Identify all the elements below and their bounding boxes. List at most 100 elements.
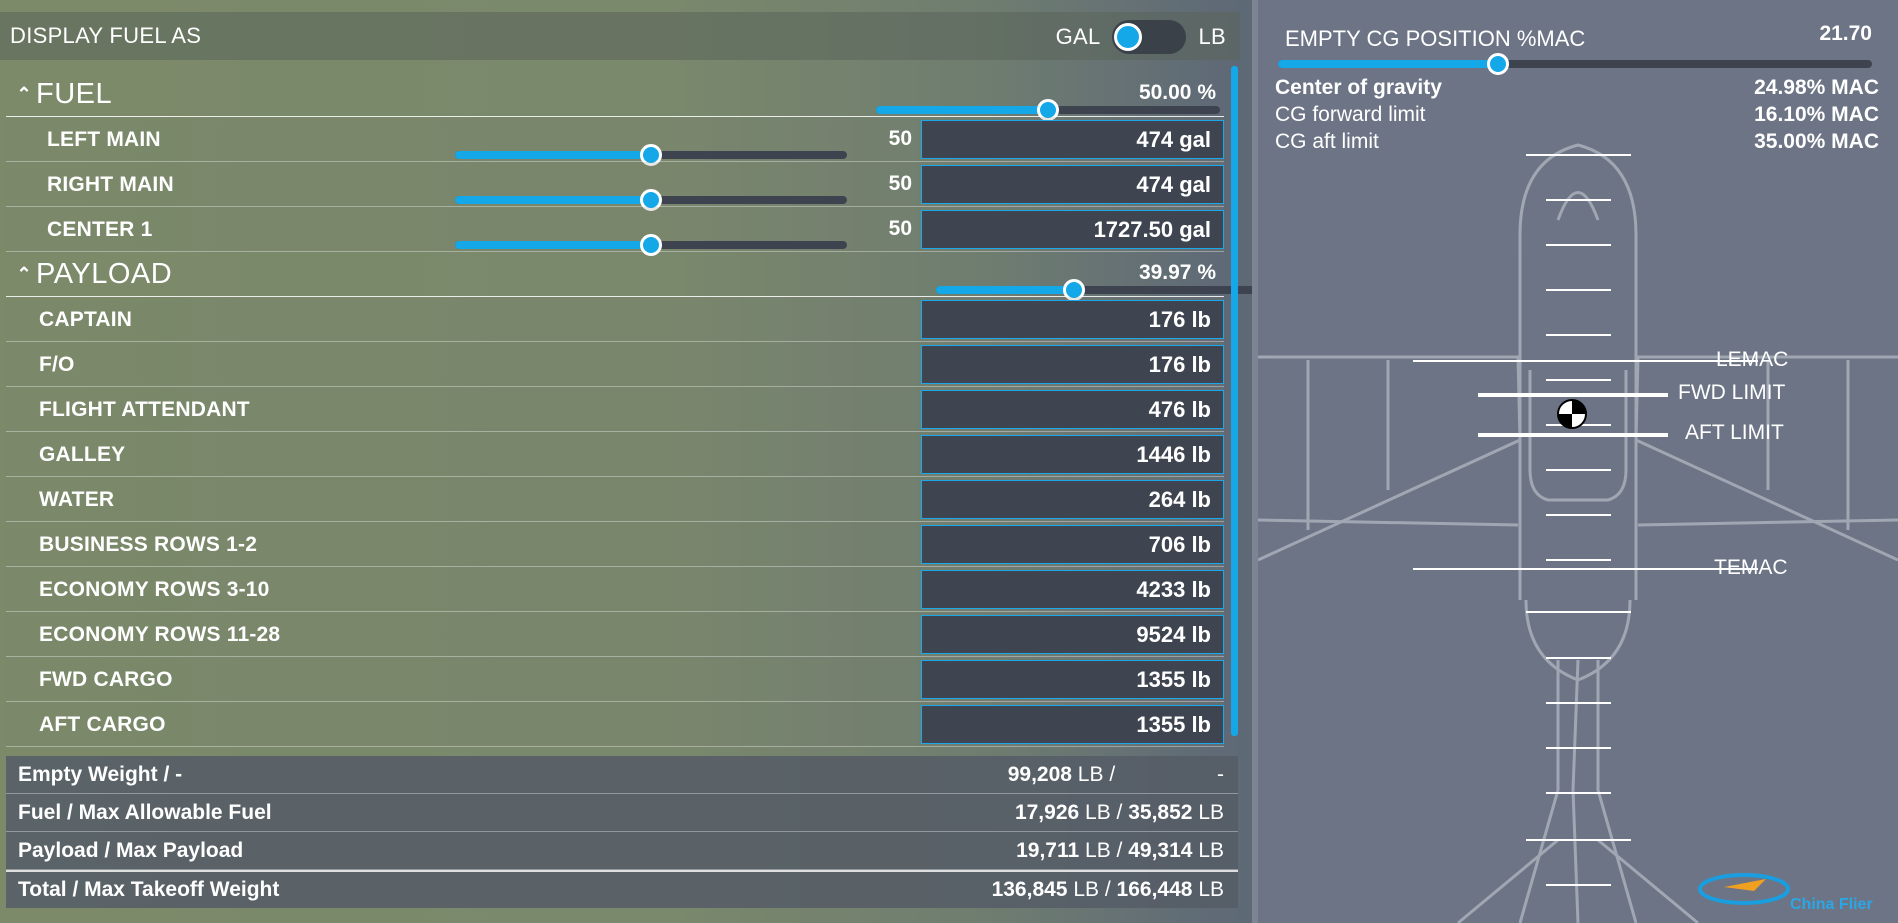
chevron-up-icon[interactable]: ⌃ bbox=[16, 83, 32, 104]
tank-label: CENTER 1 bbox=[47, 218, 153, 241]
summary-row-payload: Payload / Max Payload 19,711 LB / 49,314… bbox=[6, 832, 1238, 870]
payload-station-row: WATER 264 lb bbox=[6, 477, 1224, 522]
cg-value: 21.70 bbox=[1819, 22, 1872, 45]
station-weight-input[interactable]: 476 lb bbox=[921, 390, 1224, 429]
temac-label: TEMAC bbox=[1714, 556, 1788, 579]
payload-section-label: PAYLOAD bbox=[36, 257, 173, 290]
station-label: ECONOMY ROWS 11-28 bbox=[39, 623, 281, 646]
cg-row-label: CG forward limit bbox=[1275, 103, 1426, 126]
station-weight-input[interactable]: 9524 lb bbox=[921, 615, 1224, 654]
unit-gal-label: GAL bbox=[1055, 24, 1101, 49]
tank-quantity-input[interactable]: 1727.50 gal bbox=[921, 210, 1224, 249]
cg-row-aft: CG aft limit 35.00% MAC bbox=[1275, 130, 1879, 157]
unit-lb-label: LB bbox=[1198, 24, 1226, 49]
summary-label: Fuel / Max Allowable Fuel bbox=[18, 800, 272, 824]
cg-title: EMPTY CG POSITION %MAC bbox=[1285, 26, 1586, 51]
slider-thumb[interactable] bbox=[640, 189, 662, 211]
payload-station-row: ECONOMY ROWS 3-10 4233 lb bbox=[6, 567, 1224, 612]
aft-limit-label: AFT LIMIT bbox=[1685, 421, 1784, 444]
summary-value: 99,208 LB / - bbox=[1007, 762, 1224, 786]
empty-cg-slider[interactable] bbox=[1278, 53, 1872, 75]
station-weight-input[interactable]: 176 lb bbox=[921, 300, 1224, 339]
fuel-unit-toggle[interactable] bbox=[1112, 20, 1187, 54]
station-label: FWD CARGO bbox=[39, 668, 173, 691]
tank-slider[interactable] bbox=[455, 144, 847, 166]
tank-slider-value: 50 bbox=[888, 172, 912, 195]
fuel-percent: 50.00 % bbox=[1138, 81, 1216, 104]
payload-station-row: F/O 176 lb bbox=[6, 342, 1224, 387]
lemac-label: LEMAC bbox=[1716, 348, 1789, 371]
station-weight-input[interactable]: 176 lb bbox=[921, 345, 1224, 384]
cg-info: Center of gravity 24.98% MAC CG forward … bbox=[1275, 76, 1879, 157]
tank-quantity-input[interactable]: 474 gal bbox=[921, 120, 1224, 159]
cg-row-value: 35.00% MAC bbox=[1754, 130, 1879, 153]
slider-fill bbox=[455, 241, 651, 249]
station-weight-input[interactable]: 1355 lb bbox=[921, 705, 1224, 744]
payload-station-row: FLIGHT ATTENDANT 476 lb bbox=[6, 387, 1224, 432]
fuel-unit-toggle-group: GAL LB bbox=[1056, 20, 1226, 54]
payload-station-row: GALLEY 1446 lb bbox=[6, 432, 1224, 477]
station-ticks bbox=[1526, 154, 1631, 886]
tank-label: LEFT MAIN bbox=[47, 128, 161, 151]
summary-value: 19,711 LB / 49,314 LB bbox=[1016, 838, 1224, 862]
chevron-up-icon[interactable]: ⌃ bbox=[16, 263, 32, 284]
fuel-section-label: FUEL bbox=[36, 77, 113, 110]
station-weight-input[interactable]: 4233 lb bbox=[921, 570, 1224, 609]
cg-row-label: Center of gravity bbox=[1275, 76, 1442, 99]
summary-row-fuel: Fuel / Max Allowable Fuel 17,926 LB / 35… bbox=[6, 794, 1238, 832]
summary-label: Total / Max Takeoff Weight bbox=[18, 878, 280, 901]
slider-fill bbox=[1278, 60, 1498, 68]
list-scrollbar[interactable] bbox=[1231, 66, 1238, 736]
tank-quantity-input[interactable]: 474 gal bbox=[921, 165, 1224, 204]
cg-panel: EMPTY CG POSITION %MAC 21.70 Center of g… bbox=[1258, 0, 1898, 923]
slider-thumb[interactable] bbox=[1062, 279, 1085, 301]
toggle-knob[interactable] bbox=[1114, 23, 1143, 51]
station-weight-input[interactable]: 264 lb bbox=[921, 480, 1224, 519]
summary-value: 136,845 LB / 166,448 LB bbox=[991, 878, 1224, 901]
slider-thumb[interactable] bbox=[640, 144, 662, 166]
payload-station-row: BUSINESS ROWS 1-2 706 lb bbox=[6, 522, 1224, 567]
station-label: BUSINESS ROWS 1-2 bbox=[39, 533, 258, 556]
payload-total-slider[interactable] bbox=[936, 279, 1281, 301]
payload-station-row: ECONOMY ROWS 11-28 9524 lb bbox=[6, 612, 1224, 657]
station-label: FLIGHT ATTENDANT bbox=[39, 398, 250, 421]
payload-station-row: AFT CARGO 1355 lb bbox=[6, 702, 1224, 747]
watermark-logo: China Flier bbox=[1698, 873, 1873, 913]
tank-slider-value: 50 bbox=[888, 217, 912, 240]
payload-section-header[interactable]: ⌃ PAYLOAD 39.97 % bbox=[6, 252, 1281, 301]
fuel-total-slider[interactable] bbox=[876, 99, 1221, 121]
cg-marker-icon bbox=[1557, 399, 1587, 429]
station-weight-input[interactable]: 706 lb bbox=[921, 525, 1224, 564]
summary-row-empty: Empty Weight / - 99,208 LB / - bbox=[6, 756, 1238, 794]
cg-row-value: 16.10% MAC bbox=[1754, 103, 1879, 126]
station-weight-input[interactable]: 1355 lb bbox=[921, 660, 1224, 699]
fuel-section-header[interactable]: ⌃ FUEL 50.00 % bbox=[6, 72, 1224, 121]
slider-fill bbox=[936, 286, 1074, 294]
slider-thumb[interactable] bbox=[640, 234, 662, 256]
payload-station-row: FWD CARGO 1355 lb bbox=[6, 657, 1224, 702]
fuel-tank-row: RIGHT MAIN 50 474 gal bbox=[6, 162, 1224, 211]
summary-row-total: Total / Max Takeoff Weight 136,845 LB / … bbox=[6, 870, 1238, 908]
cg-row-label: CG aft limit bbox=[1275, 130, 1379, 153]
weight-summary: Empty Weight / - 99,208 LB / - Fuel / Ma… bbox=[6, 756, 1238, 908]
station-label: F/O bbox=[39, 353, 75, 376]
slider-fill bbox=[455, 196, 651, 204]
fuel-tank-row: LEFT MAIN 50 474 gal bbox=[6, 117, 1224, 166]
display-fuel-header: DISPLAY FUEL AS GAL LB bbox=[0, 12, 1240, 60]
tank-slider[interactable] bbox=[455, 189, 847, 211]
station-label: GALLEY bbox=[39, 443, 126, 466]
tank-slider-value: 50 bbox=[888, 127, 912, 150]
summary-label: Payload / Max Payload bbox=[18, 838, 244, 862]
slider-thumb[interactable] bbox=[1037, 99, 1060, 121]
slider-fill bbox=[876, 106, 1049, 114]
tank-label: RIGHT MAIN bbox=[47, 173, 174, 196]
cg-row-center: Center of gravity 24.98% MAC bbox=[1275, 76, 1879, 103]
payload-station-row: CAPTAIN 176 lb bbox=[6, 297, 1224, 342]
tank-slider[interactable] bbox=[455, 234, 847, 256]
svg-text:China Flier: China Flier bbox=[1790, 896, 1873, 913]
slider-thumb[interactable] bbox=[1486, 53, 1509, 75]
station-weight-input[interactable]: 1446 lb bbox=[921, 435, 1224, 474]
cg-row-value: 24.98% MAC bbox=[1754, 76, 1879, 99]
weight-balance-panel: DISPLAY FUEL AS GAL LB ⌃ FUEL 50.00 % LE… bbox=[0, 12, 1281, 908]
slider-fill bbox=[455, 151, 651, 159]
